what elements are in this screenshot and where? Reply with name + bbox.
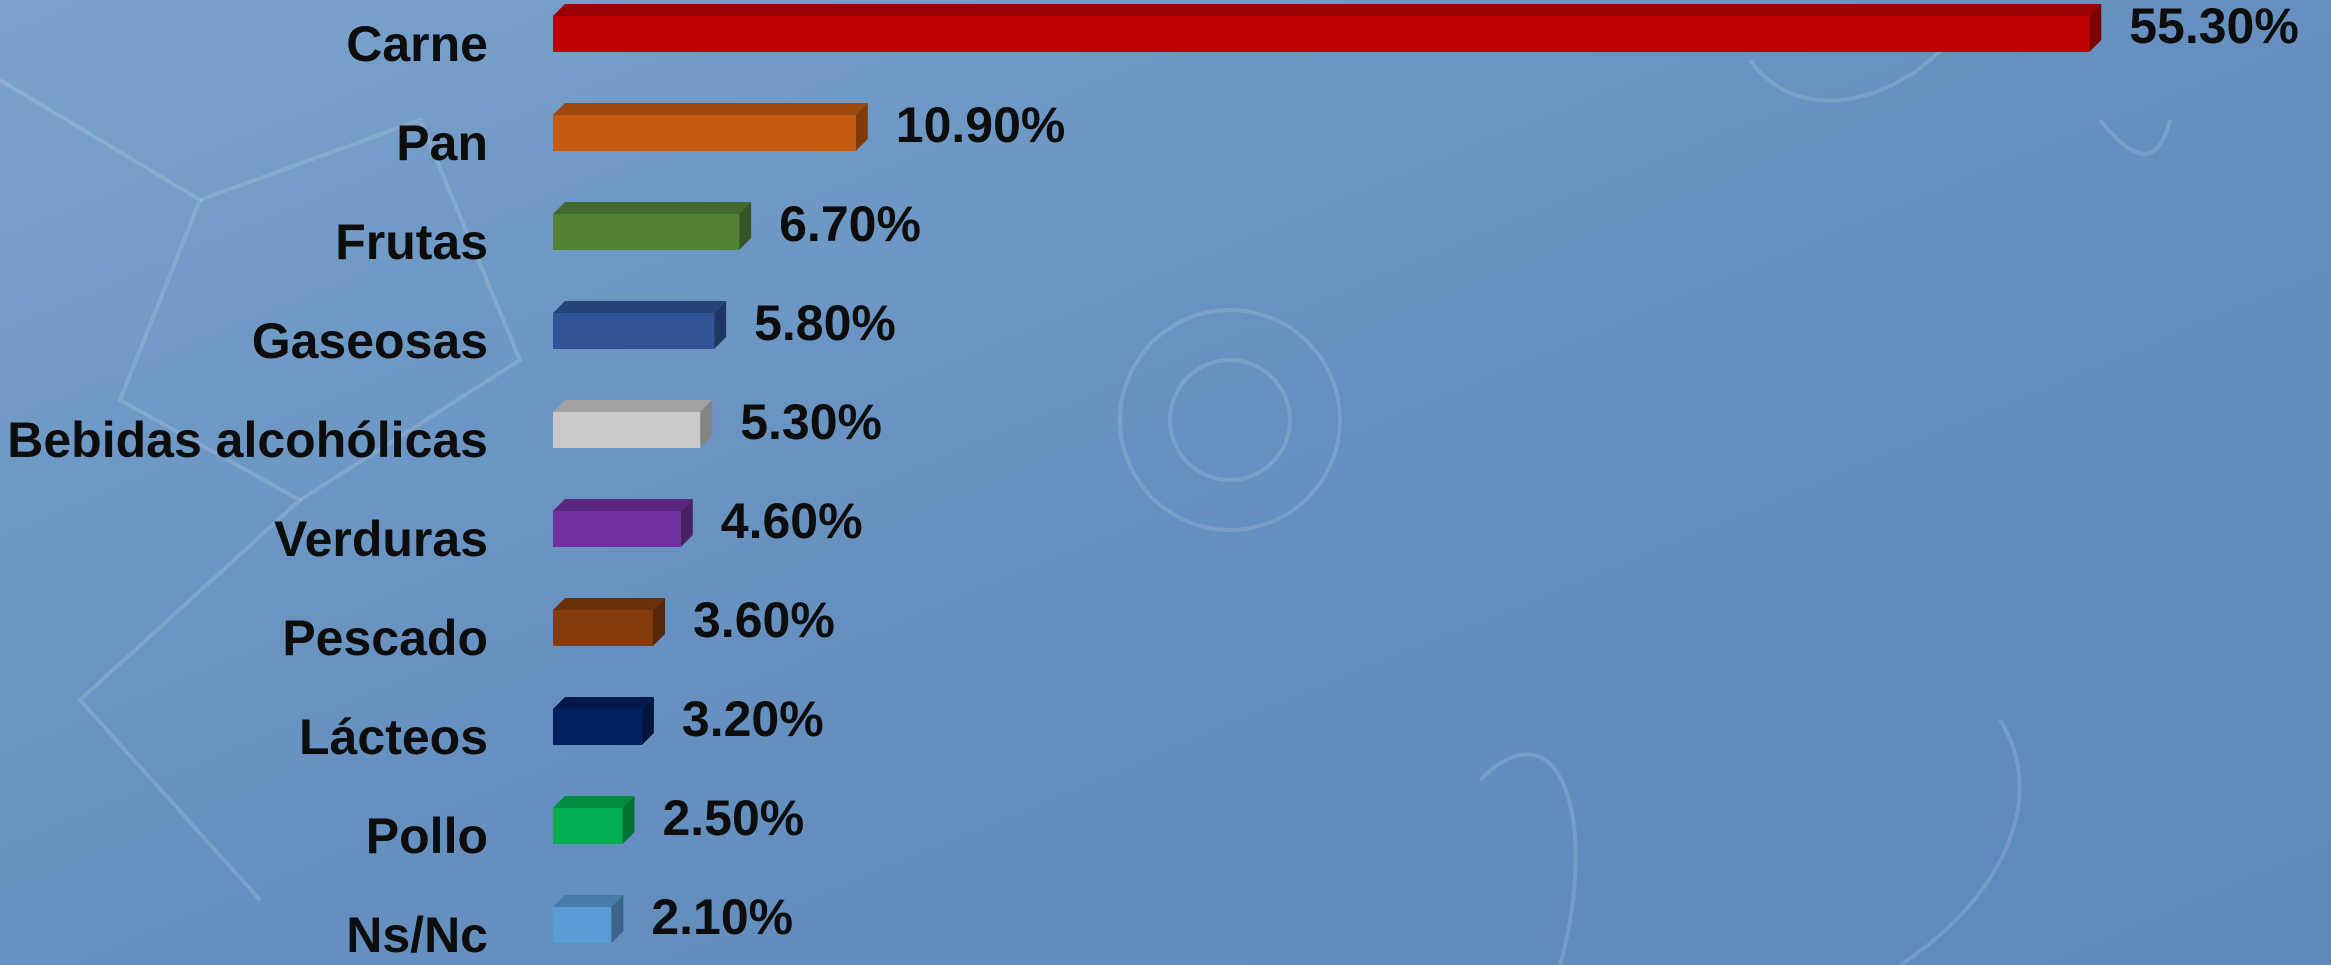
category-label: Lácteos [299,709,488,765]
bar [553,907,612,943]
value-label: 3.20% [682,691,824,747]
bar-side [855,103,868,151]
category-label: Pollo [366,808,488,864]
bar-side [653,598,666,646]
bar-top [553,202,752,214]
bar-top [553,4,2102,16]
value-label: 5.30% [740,394,882,450]
category-label: Gaseosas [252,313,488,369]
value-label: 4.60% [721,493,863,549]
bar-top [553,103,868,115]
category-label: Ns/Nc [346,907,488,963]
bar-side [622,796,635,844]
bar [553,808,623,844]
bar [553,313,715,349]
category-label: Carne [346,16,488,72]
value-label: 2.50% [662,790,804,846]
bar-side [700,400,713,448]
category-label: Pan [396,115,488,171]
bar-top [553,598,666,610]
category-label: Pescado [282,610,488,666]
bar-top [553,301,727,313]
bar [553,610,654,646]
bar-side [739,202,752,250]
category-label: Frutas [335,214,488,270]
bar [553,511,681,547]
plot-area: Carne 55.30% Pan 10.90% Frutas 6.70% Gaseosas 5… [7,0,2299,963]
bar-top [553,895,624,907]
bar [553,115,856,151]
value-label: 6.70% [779,196,921,252]
bar-top [553,400,713,412]
bar-side [641,697,654,745]
value-label: 55.30% [2129,0,2299,54]
value-label: 3.60% [693,592,835,648]
category-label: Verduras [274,511,488,567]
bar-top [553,796,635,808]
value-label: 5.80% [754,295,896,351]
value-label: 10.90% [896,97,1066,153]
bar [553,214,740,250]
bar [553,16,2090,52]
decoration [0,38,2172,965]
bar-top [553,499,693,511]
category-label: Bebidas alcohólicas [7,412,488,468]
bar-side [680,499,693,547]
bar-side [611,895,624,943]
bar-side [2089,4,2102,52]
value-label: 2.10% [651,889,793,945]
bar-top [553,697,654,709]
bar-side [714,301,727,349]
bar [553,709,642,745]
bar [553,412,701,448]
